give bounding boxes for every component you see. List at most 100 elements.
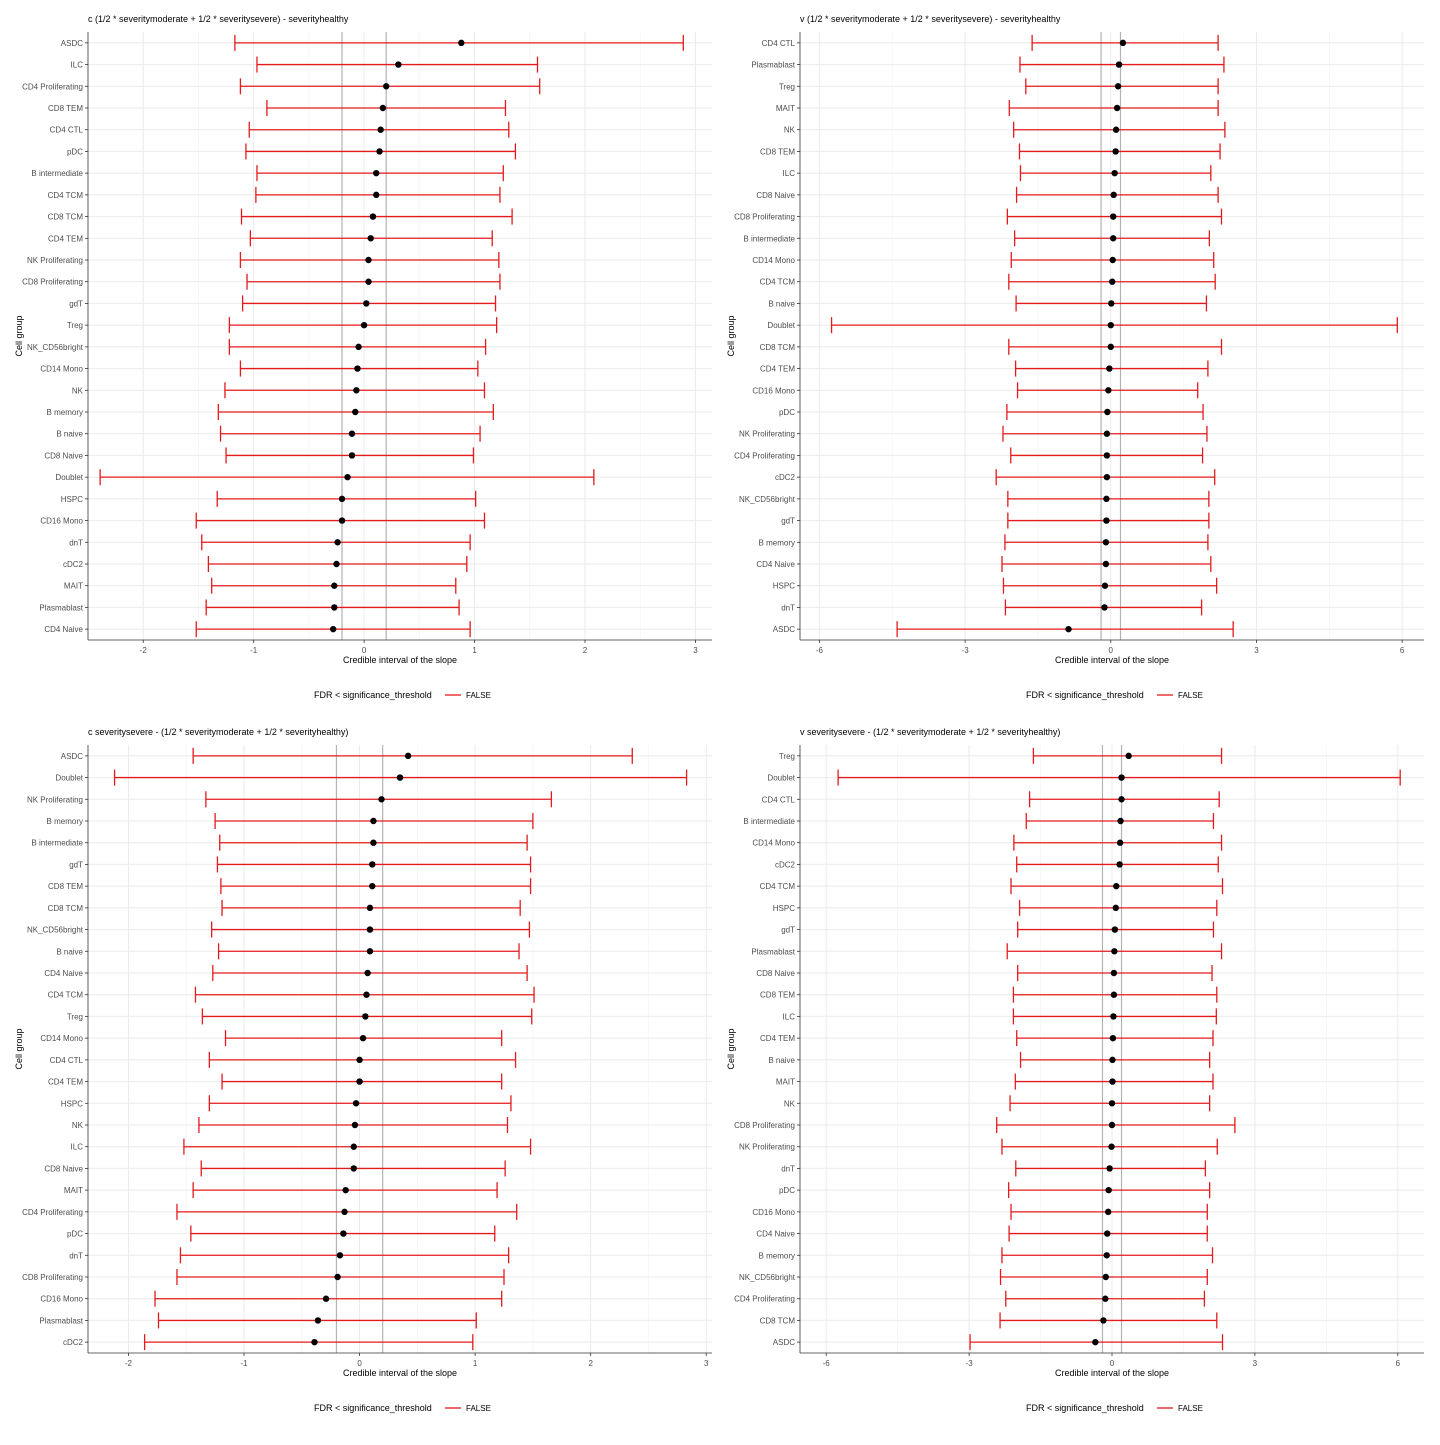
point-estimate: [1102, 539, 1110, 546]
point-estimate: [1109, 1078, 1116, 1085]
x-tick-label: -1: [240, 1359, 248, 1368]
legend-title: FDR < significance_threshold: [1026, 1403, 1144, 1413]
y-tick-label: dnT: [781, 1164, 795, 1173]
y-tick-label: CD4 TEM: [48, 234, 83, 243]
point-estimate: [369, 213, 377, 220]
panel-3: c severitysevere - (1/2 * severitymodera…: [14, 727, 712, 1413]
y-tick-label: CD4 TCM: [760, 278, 796, 287]
point-estimate: [458, 39, 465, 47]
panel-title: v severitysevere - (1/2 * severitymodera…: [800, 727, 1060, 737]
y-tick-label: gdT: [781, 926, 795, 935]
y-tick-label: CD4 TCM: [48, 191, 84, 200]
point-estimate: [352, 408, 359, 416]
y-tick-label: CD8 Proliferating: [22, 1273, 83, 1282]
point-estimate: [1110, 191, 1117, 199]
x-tick-label: 2: [588, 1359, 593, 1368]
y-tick-label: ASDC: [773, 1338, 795, 1347]
point-estimate: [341, 1208, 348, 1216]
y-tick-label: HSPC: [773, 582, 795, 591]
y-tick-label: CD4 TCM: [48, 991, 84, 1000]
point-estimate: [344, 473, 351, 481]
y-tick-label: CD4 Proliferating: [734, 1295, 795, 1304]
y-tick-label: dnT: [69, 538, 83, 547]
point-estimate: [1114, 83, 1122, 90]
y-axis-label: Cell group: [14, 315, 24, 356]
x-tick-label: 3: [1253, 1359, 1258, 1368]
x-tick-label: 3: [704, 1359, 709, 1368]
y-tick-label: CD4 TCM: [760, 882, 796, 891]
y-tick-label: ILC: [71, 61, 84, 70]
point-estimate: [338, 517, 346, 524]
point-estimate: [333, 560, 340, 568]
x-tick-label: 6: [1400, 646, 1405, 655]
y-tick-label: CD8 Naive: [44, 451, 83, 460]
point-estimate: [360, 321, 368, 329]
point-estimate: [1115, 61, 1123, 68]
y-tick-label: CD4 Naive: [756, 560, 795, 569]
y-tick-label: cDC2: [63, 1338, 84, 1347]
y-tick-label: Plasmablast: [39, 1316, 83, 1325]
legend-title: FDR < significance_threshold: [1026, 690, 1144, 700]
y-tick-label: HSPC: [61, 495, 83, 504]
y-tick-label: Doublet: [767, 321, 795, 330]
point-estimate: [366, 948, 374, 955]
point-estimate: [1118, 774, 1125, 781]
x-tick-label: -3: [962, 646, 970, 655]
x-tick-label: -2: [125, 1359, 133, 1368]
point-estimate: [342, 1186, 349, 1194]
y-tick-label: Plasmablast: [39, 603, 83, 612]
point-estimate: [370, 839, 377, 846]
point-estimate: [1103, 473, 1111, 481]
legend: FDR < significance_threshold FALSE: [1026, 690, 1203, 700]
point-estimate: [322, 1295, 330, 1302]
y-tick-label: CD4 Proliferating: [734, 451, 795, 460]
x-tick-label: 0: [357, 1359, 362, 1368]
point-estimate: [1105, 387, 1112, 394]
point-estimate: [1103, 1252, 1110, 1259]
x-tick-label: 3: [693, 646, 698, 655]
point-estimate: [1113, 882, 1120, 890]
x-tick-label: 0: [1109, 646, 1114, 655]
y-tick-label: Doublet: [767, 774, 795, 783]
point-estimate: [365, 278, 372, 285]
point-estimate: [1065, 625, 1072, 633]
y-tick-label: Treg: [779, 82, 795, 91]
legend: FDR < significance_threshold FALSE: [1026, 1403, 1203, 1413]
y-tick-label: MAIT: [64, 1186, 83, 1195]
y-tick-label: CD4 Naive: [44, 969, 83, 978]
y-tick-label: ILC: [783, 1012, 796, 1021]
y-tick-label: B naive: [768, 299, 795, 308]
point-estimate: [1108, 1121, 1116, 1129]
panel-2: v (1/2 * severitymoderate + 1/2 * severi…: [726, 14, 1424, 700]
y-tick-label: Treg: [67, 321, 83, 330]
point-estimate: [373, 169, 380, 177]
y-tick-label: ASDC: [773, 625, 795, 634]
y-tick-label: NK_CD56bright: [739, 1273, 796, 1282]
y-tick-label: HSPC: [773, 904, 795, 913]
point-estimate: [379, 104, 387, 112]
y-tick-label: pDC: [67, 147, 83, 156]
y-tick-label: ASDC: [61, 752, 83, 761]
point-estimate: [350, 1165, 357, 1172]
y-tick-label: cDC2: [63, 560, 84, 569]
point-estimate: [1103, 430, 1111, 437]
point-estimate: [314, 1317, 322, 1324]
y-tick-label: CD4 CTL: [762, 39, 796, 48]
point-estimate: [382, 83, 390, 90]
point-estimate: [370, 817, 377, 825]
y-tick-label: Plasmablast: [751, 947, 795, 956]
y-tick-label: CD8 Proliferating: [22, 278, 83, 287]
y-tick-label: B memory: [759, 538, 795, 547]
y-tick-label: CD4 TEM: [48, 1078, 83, 1087]
y-tick-label: CD8 TCM: [760, 343, 796, 352]
x-tick-label: -3: [966, 1359, 974, 1368]
y-tick-label: CD8 TEM: [760, 991, 795, 1000]
y-tick-label: pDC: [779, 408, 795, 417]
y-tick-label: NK Proliferating: [739, 1143, 795, 1152]
y-tick-label: CD8 Proliferating: [734, 1121, 795, 1130]
point-estimate: [369, 861, 376, 868]
point-estimate: [365, 256, 372, 264]
legend-label: FALSE: [466, 691, 491, 700]
point-estimate: [373, 191, 380, 199]
point-estimate: [1111, 169, 1118, 177]
